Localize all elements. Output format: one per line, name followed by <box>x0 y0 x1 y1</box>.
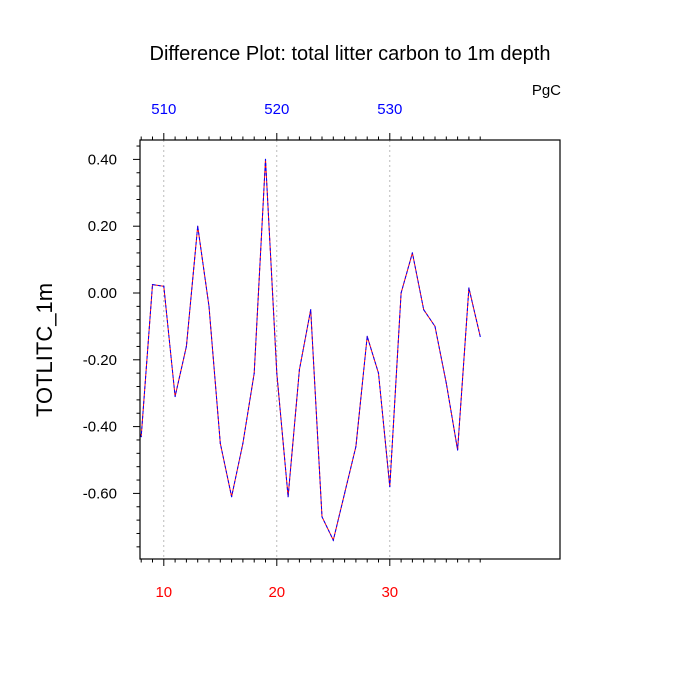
data-point <box>377 372 380 374</box>
x-tick-label: 10 <box>155 584 172 601</box>
data-point <box>355 446 357 448</box>
data-point <box>151 284 154 286</box>
x-top-tick-label: 530 <box>377 101 402 118</box>
y-tick-label: -0.60 <box>83 485 117 502</box>
data-point <box>298 369 300 371</box>
data-point <box>73 202 74 203</box>
x-top-tick-label: 510 <box>151 101 176 118</box>
data-point <box>445 382 447 384</box>
data-point <box>140 436 142 438</box>
data-point <box>468 287 470 289</box>
data-point <box>219 442 221 444</box>
data-point <box>197 225 199 227</box>
data-point <box>400 292 402 294</box>
data-point <box>118 312 119 313</box>
chart-title: Difference Plot: total litter carbon to … <box>150 43 551 65</box>
x-tick-label: 20 <box>268 584 285 601</box>
data-point <box>479 335 481 337</box>
units-label: PgC <box>532 82 561 99</box>
data-point <box>310 309 312 311</box>
data-point <box>276 372 278 374</box>
data-point <box>62 276 63 277</box>
data-point <box>253 372 255 374</box>
y-tick-label: -0.40 <box>83 419 117 436</box>
y-tick-label: 0.00 <box>88 285 117 302</box>
data-point <box>107 302 108 303</box>
x-top-tick-label: 520 <box>264 101 289 118</box>
y-axis-label: TOTLITC_1m <box>32 283 57 417</box>
data-point <box>174 395 176 398</box>
data-point <box>321 516 323 518</box>
data-point <box>208 305 210 307</box>
data-point <box>423 309 425 311</box>
data-point <box>231 496 233 498</box>
data-point <box>84 222 85 223</box>
data-point <box>457 449 459 451</box>
data-point <box>287 496 289 498</box>
data-point <box>411 252 413 254</box>
data-point <box>434 325 436 327</box>
y-tick-label: 0.20 <box>88 218 117 235</box>
data-point <box>264 158 267 160</box>
x-tick-label: 30 <box>381 584 398 601</box>
data-point <box>185 345 187 347</box>
grid <box>163 140 391 559</box>
data-point <box>163 285 165 287</box>
data-point <box>366 335 368 337</box>
data-point <box>332 539 334 541</box>
series-line <box>140 159 481 542</box>
data-point <box>344 492 346 494</box>
axis-ticks: 10 20 30 510 520 530 0.40 0.20 0.00 -0.20 -0.40 -0.… <box>83 101 481 601</box>
data-series <box>62 158 481 542</box>
data-point <box>242 442 244 444</box>
y-tick-label: -0.20 <box>83 352 117 369</box>
data-point <box>129 409 130 410</box>
y-tick-label: 0.40 <box>88 151 117 168</box>
data-point <box>389 486 391 488</box>
plot-frame <box>139 139 561 560</box>
series-line-overlay <box>140 159 481 542</box>
